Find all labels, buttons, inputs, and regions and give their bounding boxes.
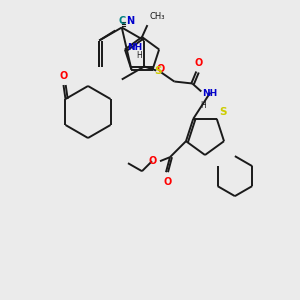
Text: H: H [136,50,142,59]
Text: O: O [157,64,165,74]
Text: C: C [118,16,125,26]
Text: S: S [219,107,226,117]
Text: S: S [154,67,162,76]
Text: CH₃: CH₃ [150,12,166,21]
Text: O: O [149,156,157,166]
Text: O: O [164,177,172,187]
Text: NH: NH [127,44,142,52]
Text: H: H [200,100,206,109]
Text: N: N [126,16,134,26]
Text: NH: NH [202,89,218,98]
Text: O: O [194,58,202,68]
Text: O: O [59,71,68,81]
